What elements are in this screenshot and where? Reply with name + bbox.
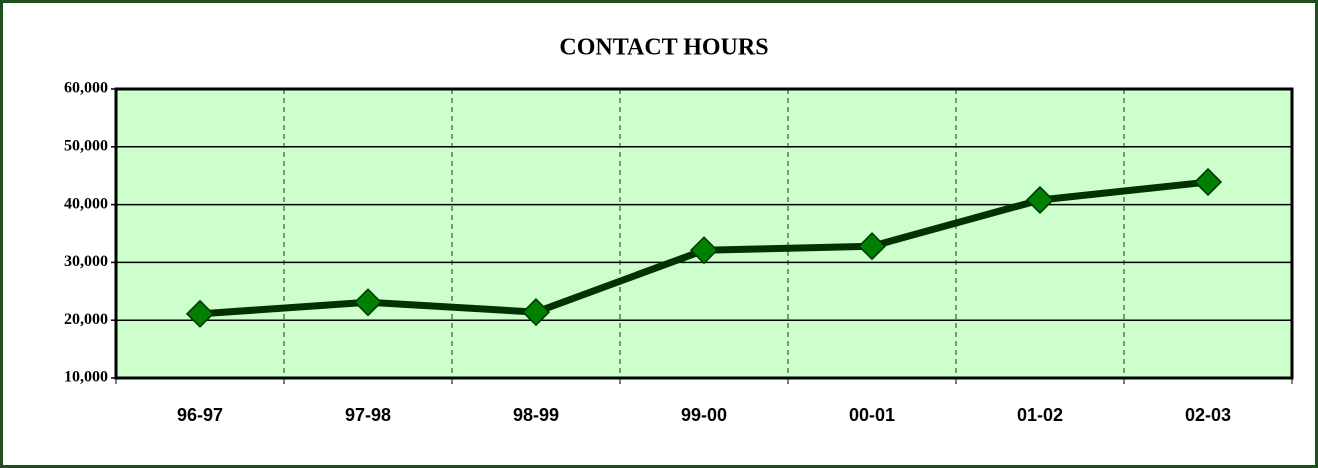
y-tick-label: 20,000 — [64, 311, 108, 328]
data-point — [689, 236, 719, 265]
chart-title: CONTACT HOURS — [559, 35, 768, 61]
plot-frame — [114, 87, 1294, 380]
y-tick-label: 50,000 — [64, 137, 108, 154]
y-tick-label: 30,000 — [64, 253, 108, 270]
x-tick-label: 97-98 — [345, 405, 391, 425]
plot-area — [116, 89, 1292, 378]
data-point — [353, 288, 383, 317]
data-point — [1193, 167, 1223, 197]
y-tick-label: 10,000 — [64, 369, 108, 386]
x-tick-label: 01-02 — [1017, 405, 1063, 425]
x-tick-label: 99-00 — [681, 405, 727, 425]
data-point — [1025, 185, 1055, 215]
data-point — [521, 298, 551, 327]
y-tick-label: 60,000 — [64, 80, 108, 97]
x-tick-label: 02-03 — [1185, 405, 1231, 425]
data-point — [185, 299, 215, 328]
data-point — [857, 232, 887, 261]
x-tick-label: 96-97 — [177, 405, 223, 425]
y-tick-label: 40,000 — [64, 195, 108, 212]
x-tick-label: 00-01 — [849, 405, 895, 425]
x-tick-label: 98-99 — [513, 405, 559, 425]
